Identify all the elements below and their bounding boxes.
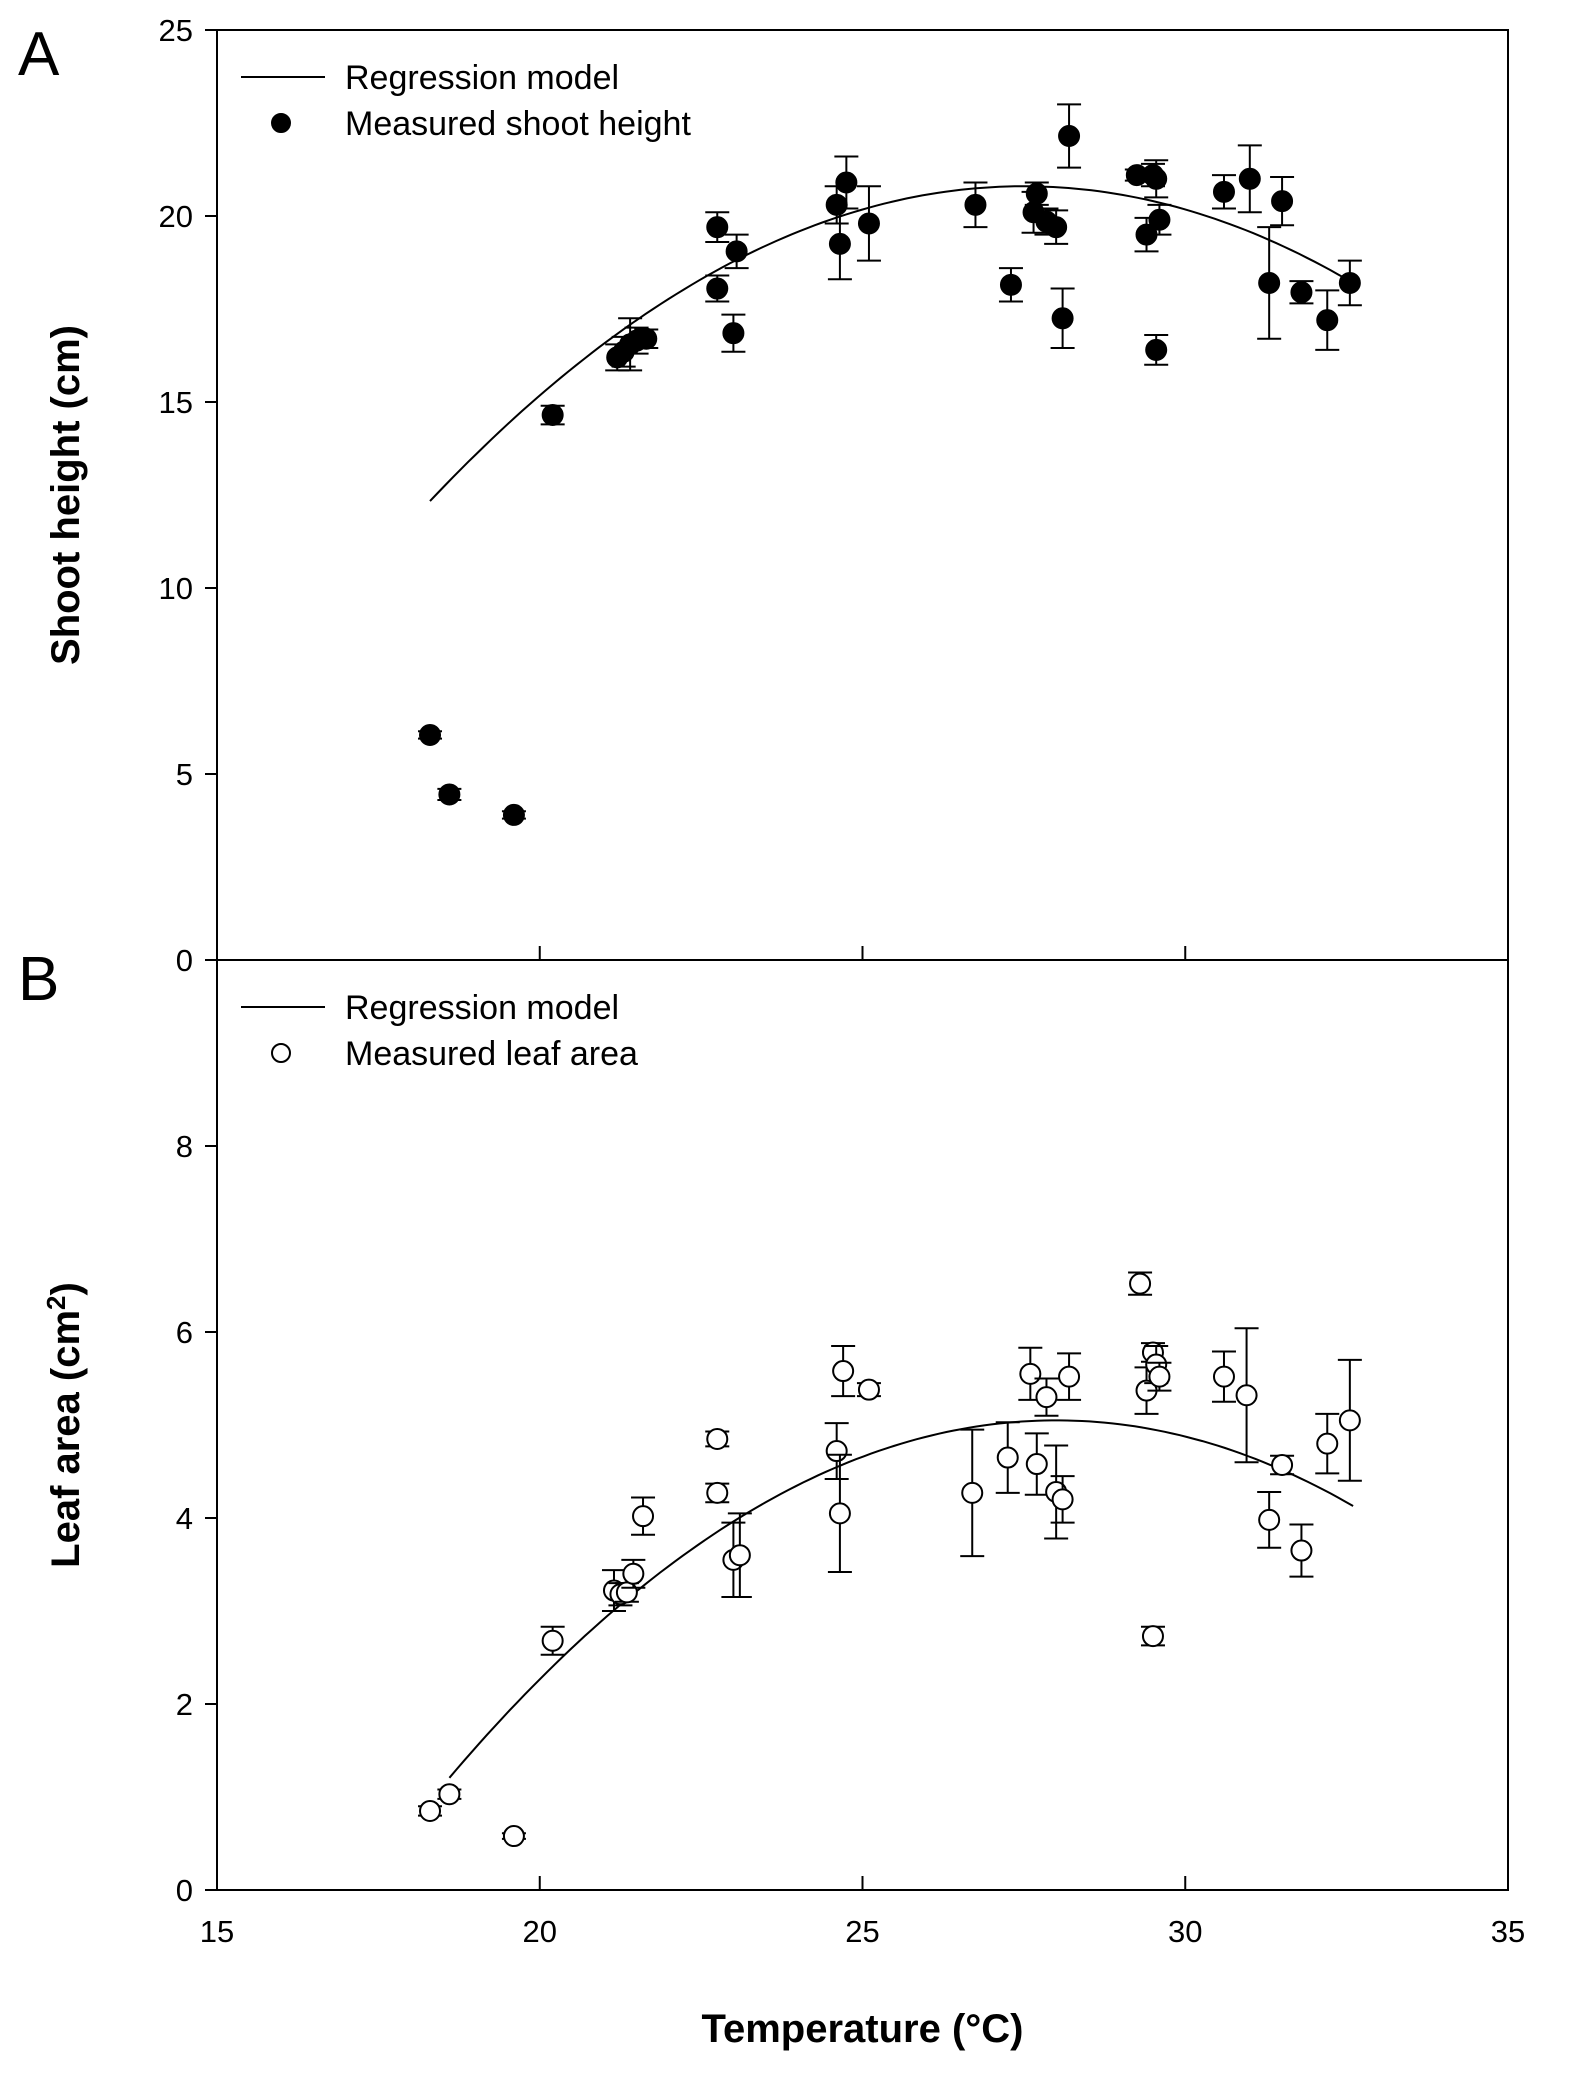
plot-frame (216, 29, 1509, 961)
data-point (706, 1481, 729, 1504)
data-point (996, 1446, 1019, 1469)
data-point (725, 240, 748, 263)
y-tick-label: 2 (176, 1687, 193, 1722)
data-point (1148, 1365, 1171, 1388)
data-point (706, 1427, 729, 1450)
x-tick-label: 25 (845, 1914, 879, 1949)
data-point (419, 723, 442, 746)
data-point (438, 783, 461, 806)
data-point (419, 1799, 442, 1822)
data-point (1290, 1539, 1313, 1562)
data-point (1145, 167, 1168, 190)
data-point (635, 327, 658, 350)
y-tick-label: 0 (176, 943, 193, 978)
panel-label: B (18, 945, 59, 1014)
y-tick-label: 4 (176, 1501, 193, 1536)
data-point (1148, 208, 1171, 231)
data-point (1045, 216, 1068, 239)
data-point (825, 1440, 848, 1463)
y-tick-label: 0 (176, 1873, 193, 1908)
x-tick-label: 35 (1491, 1914, 1525, 1949)
y-tick-label: 15 (159, 385, 193, 420)
legend-label: Regression model (345, 59, 619, 97)
data-point (502, 1825, 525, 1848)
data-point (438, 1783, 461, 1806)
data-point (1051, 1488, 1074, 1511)
data-point (832, 1360, 855, 1383)
data-point (825, 193, 848, 216)
legend-label: Regression model (345, 989, 619, 1027)
data-point (722, 322, 745, 345)
data-point (1025, 182, 1048, 205)
data-point (1258, 1508, 1281, 1531)
data-point (1271, 190, 1294, 213)
data-point (835, 171, 858, 194)
data-point (541, 1629, 564, 1652)
data-point (502, 803, 525, 826)
regression-curve (448, 1419, 1354, 1779)
y-tick-label: 6 (176, 1315, 193, 1350)
panel-a-shoot-height: 0 5 10 15 20 25 A Shoot height (cm) Regression m… (18, 13, 1509, 978)
data-point (1271, 1453, 1294, 1476)
data-point (1338, 271, 1361, 294)
data-point (964, 193, 987, 216)
data-point (1051, 307, 1074, 330)
legend-marker-swatch (271, 1043, 291, 1063)
data-point (961, 1481, 984, 1504)
x-tick-label: 30 (1168, 1914, 1202, 1949)
data-point (622, 1562, 645, 1585)
data-point (1235, 1384, 1258, 1407)
data-point (1258, 271, 1281, 294)
data-point (1058, 125, 1081, 148)
panel-label: A (18, 20, 60, 89)
data-point (1212, 1365, 1235, 1388)
data-point (632, 1505, 655, 1528)
data-point (1025, 1453, 1048, 1476)
data-point (1290, 281, 1313, 304)
y-tick-label: 10 (159, 571, 193, 606)
y-tick-label: 25 (159, 13, 193, 48)
y-tick-label: 8 (176, 1129, 193, 1164)
data-point (1019, 1362, 1042, 1385)
legend-label: Measured leaf area (345, 1035, 638, 1073)
data-point (857, 212, 880, 235)
y-axis-title: Shoot height (cm) (44, 325, 88, 665)
data-point (1338, 1409, 1361, 1432)
data-point (828, 232, 851, 255)
data-point (828, 1502, 851, 1525)
x-tick-label: 15 (200, 1914, 234, 1949)
regression-curve (429, 185, 1354, 502)
data-point (1316, 1432, 1339, 1455)
x-tick-label: 20 (523, 1914, 557, 1949)
data-point (728, 1544, 751, 1567)
data-point (1035, 1386, 1058, 1409)
y-axis-title-text: Shoot height (cm) (44, 325, 88, 665)
data-point (1058, 1365, 1081, 1388)
data-point (1238, 167, 1261, 190)
y-axis-title-suffix: ) (44, 1282, 88, 1295)
data-point (706, 216, 729, 239)
legend-label: Measured shoot height (345, 105, 691, 143)
y-axis-title-superscript: 2 (41, 1295, 71, 1309)
data-point (1212, 180, 1235, 203)
y-axis-title-text: Leaf area (cm (44, 1310, 88, 1568)
data-point (541, 404, 564, 427)
y-tick-label: 20 (159, 199, 193, 234)
plot-frame (216, 959, 1509, 1891)
data-point (857, 1378, 880, 1401)
data-point (706, 277, 729, 300)
data-point (1129, 1272, 1152, 1295)
x-axis-title: Temperature (°C) (702, 2007, 1024, 2051)
legend-marker-swatch (271, 113, 291, 133)
data-point (1145, 338, 1168, 361)
data-point (1141, 1625, 1164, 1648)
y-axis-title: Leaf area (cm2) (41, 1282, 88, 1568)
data-point (999, 273, 1022, 296)
data-point (1316, 309, 1339, 332)
y-tick-label: 5 (176, 757, 193, 792)
